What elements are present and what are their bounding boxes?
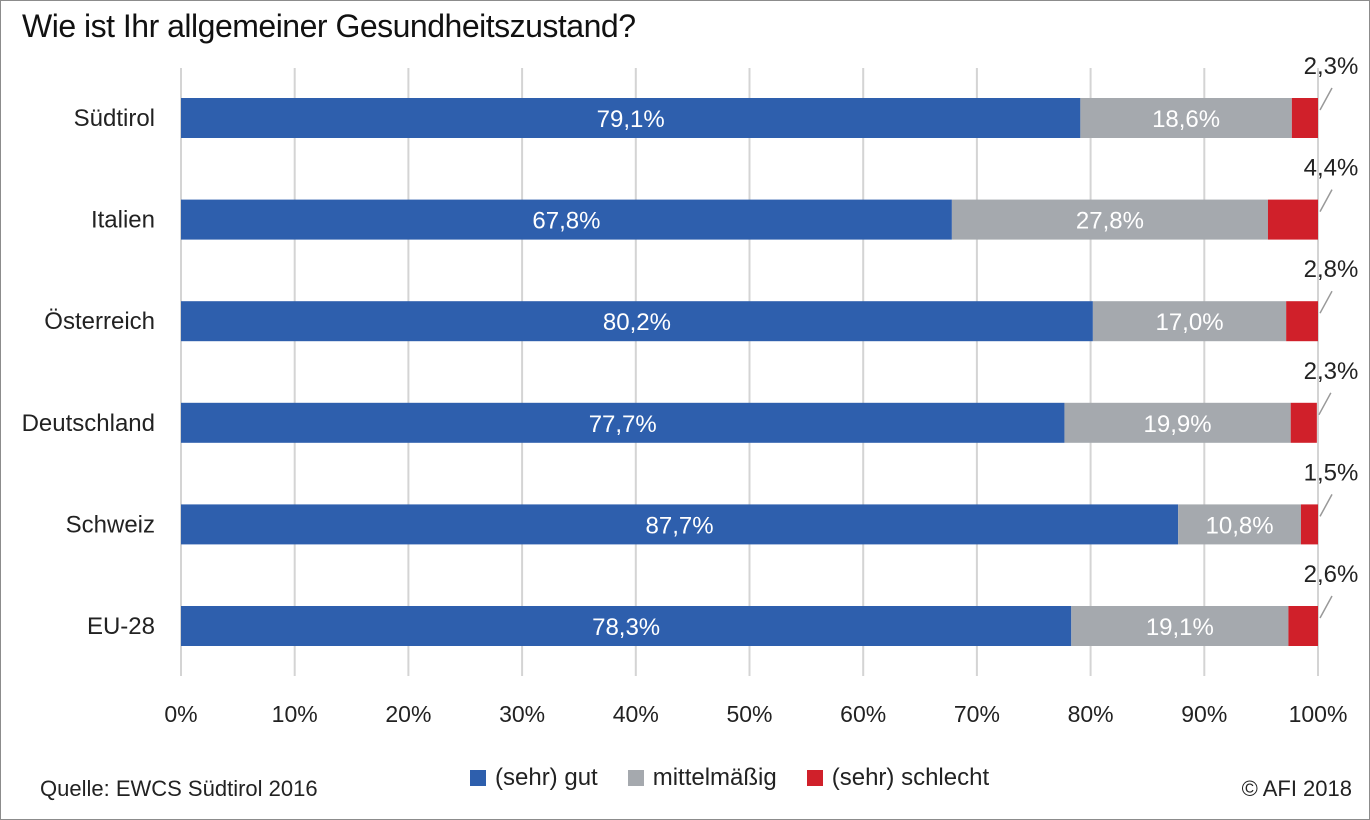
leader-line [1319, 494, 1333, 517]
data-label-schlecht: 4,4% [1304, 155, 1359, 182]
bar-segment-schlecht [1286, 301, 1318, 342]
category-label: Schweiz [66, 511, 155, 538]
legend-label-mittel: mittelmäßig [652, 764, 777, 791]
leader-line [1319, 87, 1333, 111]
bar-segment-mittel [1080, 98, 1292, 138]
leader-line [1318, 392, 1332, 416]
bar-segment-gut [181, 199, 952, 240]
data-label-mittel: 19,1% [1146, 614, 1214, 641]
bar-segment-schlecht [1267, 199, 1318, 240]
data-label-gut: 67,8% [532, 208, 600, 235]
bar-segment-mittel [1092, 301, 1287, 342]
bar-segment-mittel [1178, 504, 1301, 545]
x-tick-label: 50% [726, 701, 772, 727]
x-tick-label: 40% [613, 701, 659, 727]
leader-line [1319, 595, 1333, 619]
category-label: Deutschland [22, 410, 155, 437]
x-tick-label: 70% [954, 701, 1000, 727]
legend-label-gut: (sehr) gut [495, 764, 598, 791]
legend-swatch-schlecht [806, 770, 823, 786]
x-tick-label: 30% [499, 701, 545, 727]
leader-line [1319, 290, 1333, 314]
x-tick-label: 60% [840, 701, 886, 727]
x-tick-label: 20% [385, 701, 431, 727]
data-label-mittel: 10,8% [1206, 512, 1274, 539]
data-label-gut: 79,1% [597, 106, 665, 133]
bar-segment-schlecht [1290, 402, 1317, 443]
data-label-mittel: 18,6% [1152, 106, 1220, 133]
legend-swatch-mittel [627, 770, 644, 786]
bar-segment-schlecht [1291, 98, 1318, 138]
bar-segment-mittel [1064, 402, 1291, 443]
x-tick-label: 80% [1068, 701, 1114, 727]
data-label-schlecht: 2,6% [1304, 561, 1359, 588]
data-label-schlecht: 2,3% [1304, 53, 1359, 80]
data-label-mittel: 27,8% [1076, 208, 1144, 235]
chart-title: Wie ist Ihr allgemeiner Gesundheitszusta… [22, 8, 636, 44]
legend-item-mittel: mittelmäßig [627, 764, 777, 792]
x-tick-label: 10% [272, 701, 318, 727]
x-tick-label: 0% [164, 701, 197, 727]
x-tick-label: 90% [1181, 701, 1227, 727]
source-note: Quelle: EWCS Südtirol 2016 [40, 776, 318, 801]
copyright-note: © AFI 2018 [1241, 776, 1352, 801]
bar-segment-gut [181, 301, 1093, 342]
legend-item-gut: (sehr) gut [470, 764, 598, 792]
data-label-schlecht: 1,5% [1304, 459, 1359, 486]
data-label-gut: 80,2% [603, 309, 671, 336]
data-label-mittel: 17,0% [1155, 309, 1223, 336]
bar-segment-gut [181, 504, 1179, 545]
bar-segment-mittel [951, 199, 1268, 240]
legend-item-schlecht: (sehr) schlecht [806, 764, 990, 792]
data-label-gut: 87,7% [646, 512, 714, 539]
bar-segment-schlecht [1300, 504, 1318, 545]
bar-segment-gut [181, 606, 1072, 646]
category-label: Südtirol [74, 105, 155, 132]
bar-segment-gut [181, 98, 1081, 138]
data-label-mittel: 19,9% [1144, 411, 1212, 438]
legend-swatch-gut [470, 770, 486, 786]
category-label: Italien [91, 207, 155, 234]
bar-segment-gut [181, 402, 1065, 443]
data-label-schlecht: 2,8% [1304, 256, 1359, 283]
data-label-gut: 78,3% [592, 614, 660, 641]
leader-line [1319, 189, 1333, 212]
category-label: EU-28 [87, 613, 155, 640]
data-label-schlecht: 2,3% [1304, 358, 1359, 385]
bar-segment-schlecht [1288, 606, 1318, 646]
bar-segment-mittel [1071, 606, 1289, 646]
x-tick-label: 100% [1289, 701, 1348, 727]
legend-label-schlecht: (sehr) schlecht [831, 764, 990, 791]
data-label-gut: 77,7% [589, 411, 657, 438]
category-label: Österreich [44, 308, 155, 335]
legend: (sehr) gut mittelmäßig (sehr) schlecht [470, 764, 1019, 792]
